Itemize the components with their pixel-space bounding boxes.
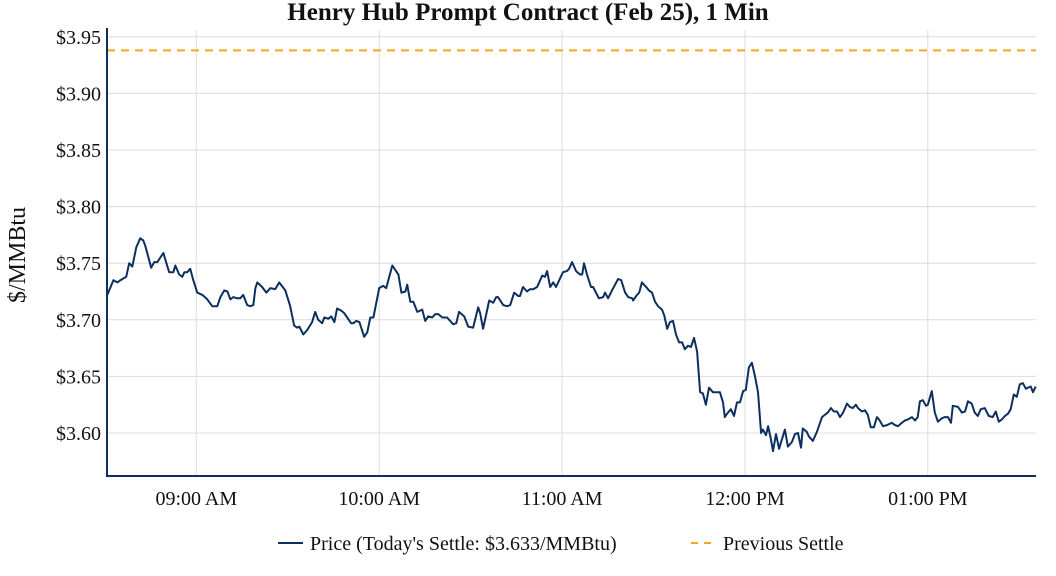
price-series-line	[106, 237, 1037, 453]
x-tick-label: 11:00 AM	[522, 488, 603, 510]
y-tick-label: $3.85	[56, 140, 101, 162]
y-tick-label: $3.95	[56, 27, 101, 49]
x-axis-ticks: 09:00 AM 10:00 AM 11:00 AM 12:00 PM 01:00 PM	[155, 488, 967, 510]
legend: Price (Today's Settle: $3.633/MMBtu) Pre…	[278, 533, 844, 555]
y-tick-label: $3.70	[56, 310, 101, 332]
x-tick-label: 12:00 PM	[705, 488, 785, 510]
y-axis-label: $/MMBtu	[5, 207, 31, 303]
chart-title: Henry Hub Prompt Contract (Feb 25), 1 Mi…	[287, 0, 769, 26]
x-tick-label: 01:00 PM	[888, 488, 968, 510]
legend-prev-label: Previous Settle	[723, 533, 844, 555]
y-tick-label: $3.80	[56, 197, 101, 219]
y-tick-label: $3.90	[56, 83, 101, 105]
y-axis-ticks: $3.60 $3.65 $3.70 $3.75 $3.80 $3.85 $3.90 $3.95	[56, 27, 101, 445]
y-tick-label: $3.60	[56, 423, 101, 445]
x-tick-label: 10:00 AM	[338, 488, 420, 510]
x-tick-label: 09:00 AM	[155, 488, 237, 510]
gridlines	[107, 30, 1036, 476]
legend-price-label: Price (Today's Settle: $3.633/MMBtu)	[310, 533, 617, 555]
y-tick-label: $3.75	[56, 253, 101, 275]
y-tick-label: $3.65	[56, 366, 101, 388]
